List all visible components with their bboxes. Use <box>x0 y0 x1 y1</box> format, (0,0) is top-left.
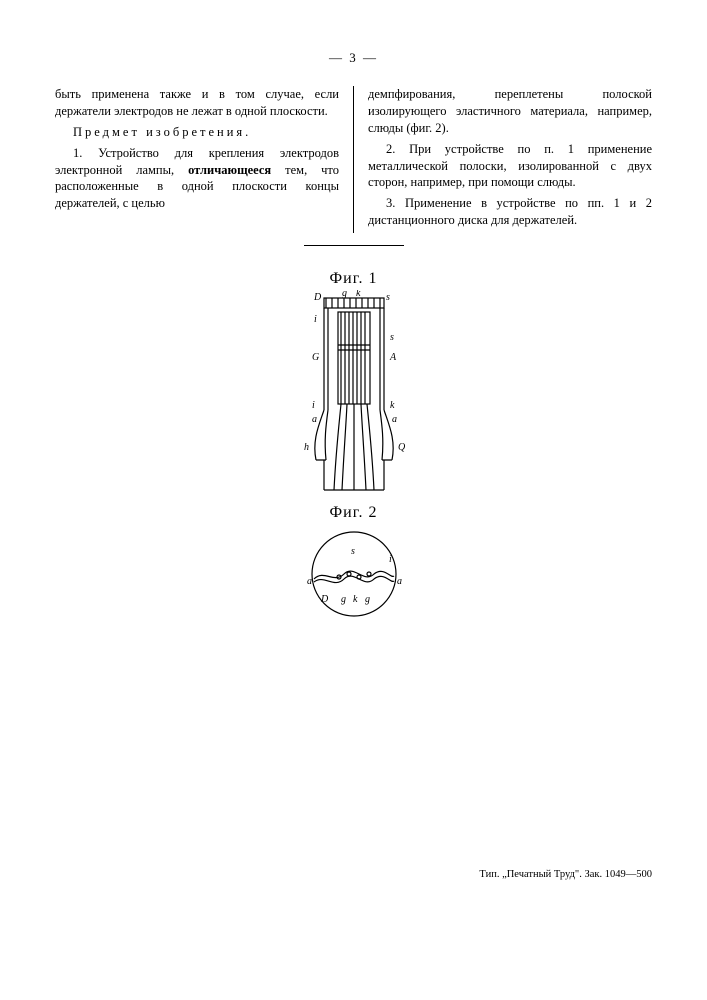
divider-rule <box>304 245 404 246</box>
section-heading: Предмет изобретения. <box>55 124 339 141</box>
svg-text:D: D <box>313 292 322 303</box>
left-column: быть применена также и в том случае, есл… <box>55 86 353 233</box>
svg-text:k: k <box>356 290 361 299</box>
svg-text:s: s <box>386 292 390 303</box>
svg-text:i: i <box>389 554 392 565</box>
para-right-2: 2. При устройстве по п. 1 применение мет… <box>368 141 652 192</box>
page-number: — 3 — <box>0 0 707 66</box>
svg-text:k: k <box>353 594 358 605</box>
para-left-2: 1. Устройство для крепления электродов э… <box>55 145 339 213</box>
svg-text:i: i <box>314 314 317 325</box>
svg-text:a: a <box>392 414 397 425</box>
para-left-1: быть применена также и в том случае, есл… <box>55 86 339 120</box>
svg-text:D: D <box>320 594 329 605</box>
svg-text:g: g <box>365 594 370 605</box>
claim-1-start: 1. Устройство для крепления электродов э… <box>55 146 339 211</box>
svg-text:a: a <box>312 414 317 425</box>
figure-2-drawing: s i a a D g k g <box>299 524 409 624</box>
svg-text:k: k <box>390 400 395 411</box>
svg-text:G: G <box>312 352 319 363</box>
figure-2-label: Фиг. 2 <box>330 504 378 522</box>
para-right-3: 3. Применение в устройстве по пп. 1 и 2 … <box>368 195 652 229</box>
svg-text:i: i <box>312 400 315 411</box>
figure-1-drawing: D g k s i G A s i k a a h Q <box>294 290 414 500</box>
right-column: демпфирования, переплетены полоской изол… <box>353 86 652 233</box>
svg-text:a: a <box>397 576 402 587</box>
svg-text:g: g <box>341 594 346 605</box>
svg-text:s: s <box>351 546 355 557</box>
svg-text:Q: Q <box>398 442 406 453</box>
svg-text:s: s <box>390 332 394 343</box>
figure-1-label: Фиг. 1 <box>330 270 378 288</box>
svg-text:a: a <box>307 576 312 587</box>
svg-text:A: A <box>389 352 397 363</box>
text-columns: быть применена также и в том случае, есл… <box>55 86 652 233</box>
svg-text:g: g <box>342 290 347 299</box>
svg-text:h: h <box>304 442 309 453</box>
figures-block: Фиг. 1 <box>0 266 707 624</box>
para-right-1: демпфирования, переплетены полоской изол… <box>368 86 652 137</box>
imprint-footer: Тип. „Печатный Труд". Зак. 1049—500 <box>479 869 652 880</box>
